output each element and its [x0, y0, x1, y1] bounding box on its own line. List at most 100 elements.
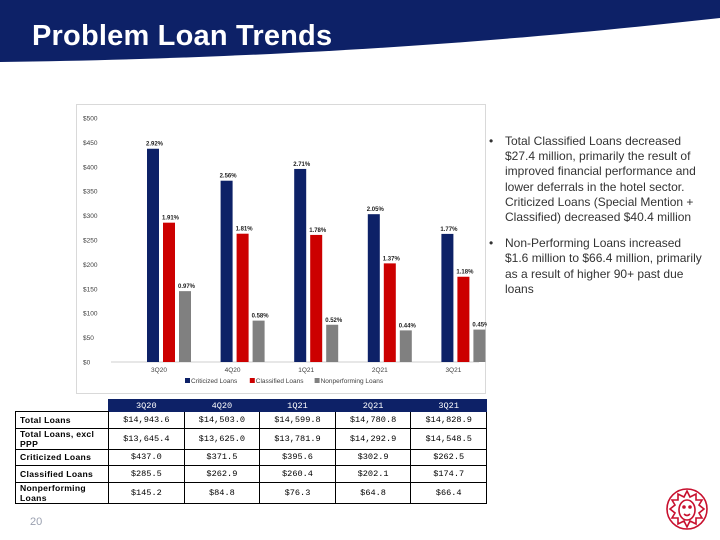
table-header-row: 3Q20 4Q20 1Q21 2Q21 3Q21: [15, 399, 487, 412]
y-tick-label: $200: [83, 262, 98, 269]
table-cell: $14,780.8: [334, 411, 412, 429]
table-cell: $395.6: [259, 448, 336, 466]
bar-criticized-loans: [367, 214, 380, 362]
table-cell: $66.4: [410, 481, 487, 504]
data-label: 0.58%: [252, 314, 270, 320]
table-cell: $260.4: [259, 465, 336, 483]
chart-container: $0 $50 $100 $150 $200 $250 $300 $350 $400 $450 $50…: [76, 104, 487, 394]
lion-logo-icon: [666, 488, 708, 530]
y-tick-label: $450: [83, 140, 98, 147]
table-cell: $13,781.9: [259, 427, 336, 450]
header-band: Problem Loan Trends: [0, 0, 720, 64]
table-row: Criticized Loans $437.0 $371.5 $395.6 $3…: [15, 448, 487, 466]
table-header-cell: 2Q21: [334, 399, 412, 412]
row-label: Total Loans, excl PPP: [15, 427, 109, 450]
row-label: Nonperforming Loans: [15, 481, 109, 504]
bar-criticized-loans: [294, 168, 307, 362]
x-category-label: 3Q21: [445, 367, 461, 374]
legend-swatch: [314, 378, 320, 383]
table-cell: $14,548.5: [410, 427, 487, 450]
table-header-cell: 3Q20: [108, 399, 185, 412]
data-label: 2.92%: [146, 142, 164, 148]
table-cell: $14,503.0: [183, 411, 261, 429]
row-label: Criticized Loans: [15, 448, 109, 466]
data-label: 2.56%: [220, 174, 238, 180]
table-row: Classified Loans $285.5 $262.9 $260.4 $2…: [15, 465, 487, 483]
bar-criticized-loans: [147, 148, 159, 362]
bar-classified-loans: [236, 233, 249, 362]
bar-criticized-loans: [441, 233, 454, 362]
table-cell: $14,943.6: [108, 411, 185, 429]
y-tick-label: $500: [83, 116, 98, 123]
commentary-bullets: • Total Classified Loans decreased $27.4…: [487, 134, 707, 308]
table-cell: $262.5: [410, 448, 487, 466]
legend-swatch: [185, 378, 190, 383]
table-cell: $262.9: [183, 465, 261, 483]
y-tick-label: $350: [83, 189, 98, 196]
table-header-blank: [15, 399, 109, 412]
bar-nonperforming-loans: [399, 330, 412, 362]
bar-classified-loans: [163, 222, 175, 362]
data-label: 0.45%: [472, 323, 487, 329]
table-cell: $202.1: [334, 465, 412, 483]
bar-chart: $0 $50 $100 $150 $200 $250 $300 $350 $400 $450 $50…: [83, 116, 487, 386]
y-tick-label: $300: [83, 213, 98, 220]
x-category-label: 2Q21: [372, 367, 388, 374]
table-cell: $285.5: [108, 465, 185, 483]
data-label: 1.37%: [383, 256, 401, 262]
row-label: Classified Loans: [15, 465, 109, 483]
legend-label: Nonperforming Loans: [321, 378, 384, 385]
table-cell: $76.3: [259, 481, 336, 504]
y-tick-label: $150: [83, 286, 98, 293]
data-label: 0.44%: [399, 323, 417, 329]
y-tick-label: $100: [83, 311, 98, 318]
bar-classified-loans: [457, 276, 470, 362]
bar-nonperforming-loans: [252, 320, 265, 362]
page-number: 20: [30, 516, 43, 528]
x-category-label: 1Q21: [298, 367, 314, 374]
table-row: Total Loans $14,943.6 $14,503.0 $14,599.…: [15, 411, 487, 429]
bar-classified-loans: [383, 263, 396, 362]
table-row: Nonperforming Loans $145.2 $84.8 $76.3 $…: [15, 481, 487, 504]
header-background: [0, 0, 720, 62]
data-label: 1.78%: [309, 228, 327, 234]
x-category-label: 3Q20: [151, 367, 167, 374]
bar-nonperforming-loans: [326, 324, 339, 362]
legend-swatch: [249, 378, 255, 383]
slide-title: Problem Loan Trends: [32, 20, 333, 52]
table-row: Total Loans, excl PPP $13,645.4 $13,625.…: [15, 427, 487, 450]
table-header-cell: 4Q20: [183, 399, 261, 412]
table-header-cell: 3Q21: [410, 399, 487, 412]
table-cell: $371.5: [183, 448, 261, 466]
legend-label: Criticized Loans: [191, 378, 238, 385]
bullet-text: Total Classified Loans decreased $27.4 m…: [505, 134, 696, 225]
x-category-label: 4Q20: [225, 367, 241, 374]
data-label: 2.05%: [367, 207, 385, 213]
y-tick-label: $0: [83, 360, 91, 367]
table-header-cell: 1Q21: [259, 399, 336, 412]
data-label: 0.52%: [325, 318, 343, 324]
table-cell: $14,292.9: [334, 427, 412, 450]
data-label: 1.81%: [236, 227, 254, 233]
bullet-text: Non-Performing Loans increased $1.6 mill…: [505, 236, 702, 296]
y-tick-label: $400: [83, 164, 98, 171]
bullet-item: • Non-Performing Loans increased $1.6 mi…: [487, 236, 707, 297]
bar-nonperforming-loans: [473, 329, 486, 362]
bar-classified-loans: [310, 234, 323, 362]
data-label: 1.91%: [162, 216, 180, 222]
data-label: 0.97%: [178, 284, 196, 290]
table-cell: $14,599.8: [259, 411, 336, 429]
table-cell: $64.8: [334, 481, 412, 504]
table-cell: $84.8: [183, 481, 261, 504]
bar-nonperforming-loans: [179, 291, 191, 362]
table-cell: $174.7: [410, 465, 487, 483]
data-label: 1.77%: [440, 227, 458, 233]
row-label: Total Loans: [15, 411, 109, 429]
table-cell: $302.9: [334, 448, 412, 466]
table-cell: $13,645.4: [108, 427, 185, 450]
table-cell: $145.2: [108, 481, 185, 504]
data-label: 2.71%: [293, 162, 311, 168]
legend-label: Classified Loans: [256, 378, 304, 385]
bullet-dot-icon: •: [489, 236, 494, 251]
y-tick-label: $50: [83, 335, 94, 342]
